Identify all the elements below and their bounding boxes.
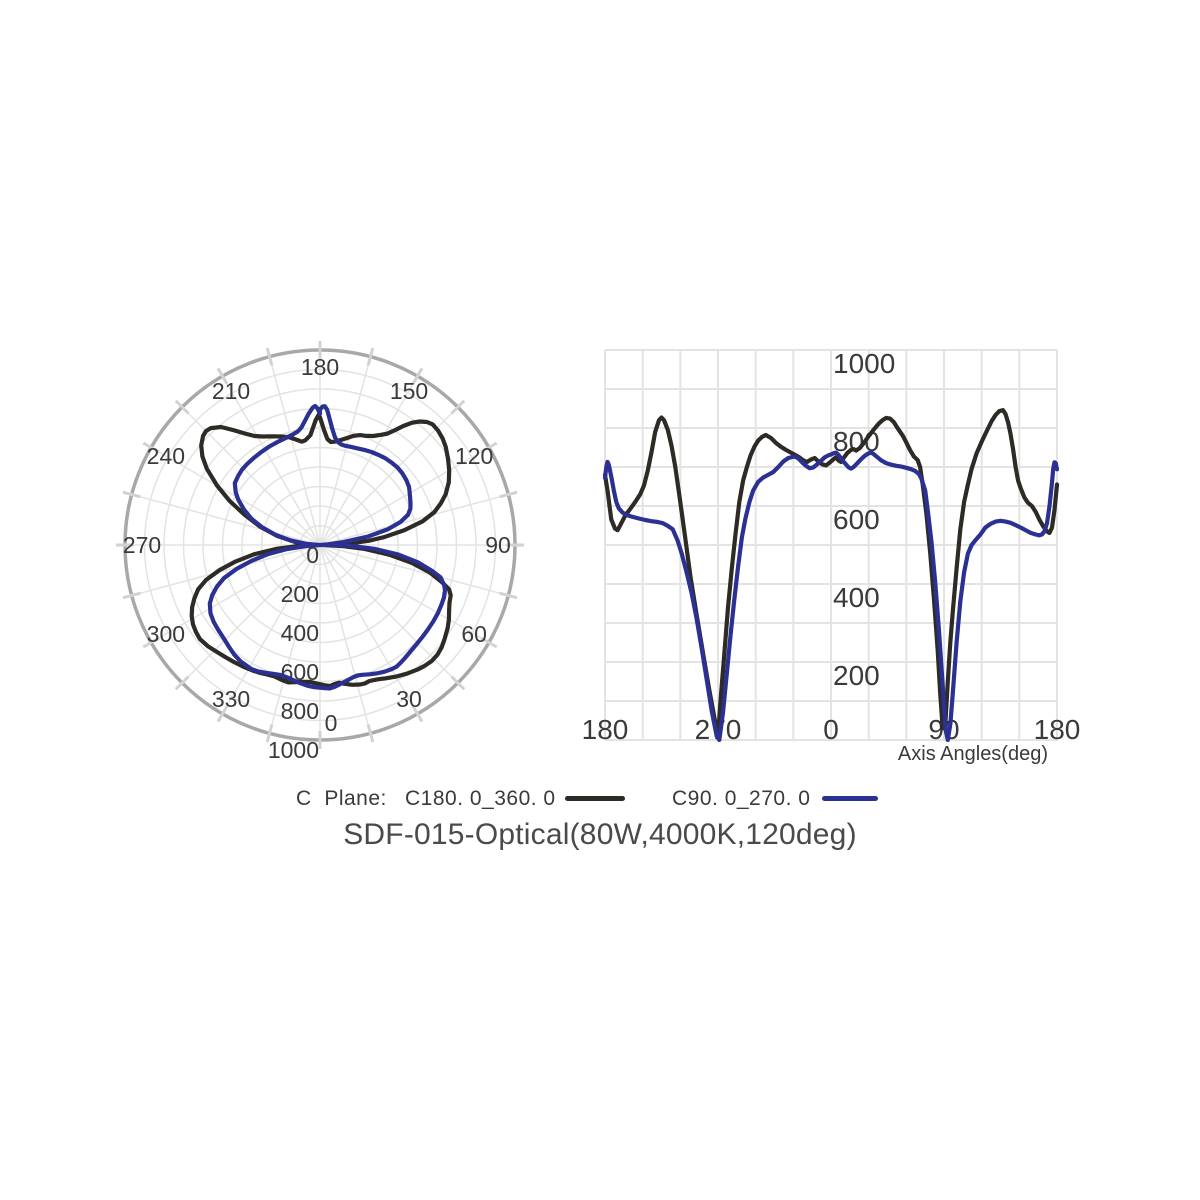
polar-ring — [221, 446, 419, 644]
polar-ring-tick — [265, 347, 274, 366]
polar-ring-tick — [366, 724, 375, 743]
polar-ring-tick — [174, 399, 190, 415]
polar-ring-tick — [480, 636, 498, 649]
polar-radius-label: 1000 — [268, 737, 319, 763]
polar-angle-label: 90 — [485, 532, 511, 558]
polar-radius-label: 400 — [281, 620, 319, 646]
polar-angle-label: 60 — [461, 621, 487, 647]
polar-ring-tick — [480, 441, 498, 454]
polar-ring-tick — [499, 490, 518, 499]
polar-radius-label: 800 — [281, 698, 319, 724]
curve-c90-270 — [602, 450, 1060, 743]
x-axis-title: Axis Angles(deg) — [898, 743, 1048, 765]
legend-swatch-c180-360 — [565, 796, 625, 801]
legend-label-c90-270: C90. 0_270. 0 — [672, 787, 811, 810]
polar-ring-tick — [142, 636, 160, 649]
polar-angle-label: 150 — [390, 378, 428, 404]
polar-ring-tick — [265, 724, 274, 743]
polar-ring-tick — [174, 675, 190, 691]
polar-ring-tick — [411, 367, 424, 385]
polar-ring-tick — [216, 367, 229, 385]
y-axis-label: 600 — [833, 504, 880, 535]
polar-ring-tick — [366, 347, 375, 366]
polar-angle-label: 30 — [396, 686, 422, 712]
chart-title: SDF-015-Optical(80W,4000K,120deg) — [343, 818, 857, 851]
legend-label-c180-360: C180. 0_360. 0 — [405, 787, 556, 810]
polar-chart: 0306090120150180210240270300330020040060… — [116, 341, 524, 763]
polar-angle-label: 240 — [147, 443, 185, 469]
x-axis-label: 180 — [1034, 714, 1081, 745]
x-axis-label: 180 — [582, 714, 629, 745]
polar-ring-tick — [411, 705, 424, 723]
polar-angle-label: 300 — [147, 621, 185, 647]
polar-ring-tick — [122, 490, 141, 499]
polar-ring-tick — [499, 591, 518, 600]
y-axis-label: 400 — [833, 582, 880, 613]
polar-ring — [202, 427, 438, 663]
y-axis-label: 200 — [833, 660, 880, 691]
polar-ring-tick — [142, 441, 160, 454]
y-axis-label: 1000 — [833, 348, 895, 379]
polar-ring — [260, 485, 380, 605]
polar-angle-label: 210 — [212, 378, 250, 404]
polar-angle-label: 270 — [123, 532, 161, 558]
polar-ring — [143, 368, 497, 722]
polar-ring-tick — [122, 591, 141, 600]
polar-angle-label: 180 — [301, 354, 339, 380]
curve-c180-360 — [602, 408, 1060, 740]
polar-angle-label: 120 — [455, 443, 493, 469]
polar-curve-c90-270 — [207, 403, 448, 691]
polar-ring-tick — [216, 705, 229, 723]
legend-swatch-c90-270 — [822, 796, 878, 801]
polar-radius-label: 200 — [281, 581, 319, 607]
polar-ring — [241, 466, 399, 624]
x-axis-label: 0 — [823, 714, 839, 745]
polar-ring-tick — [450, 675, 466, 691]
polar-ring-tick — [450, 399, 466, 415]
polar-angle-label: 0 — [325, 710, 338, 736]
polar-ring — [163, 388, 477, 702]
polar-angle-label: 330 — [212, 686, 250, 712]
polar-radius-label: 0 — [306, 542, 319, 568]
legend-prefix: C Plane: — [296, 787, 387, 810]
